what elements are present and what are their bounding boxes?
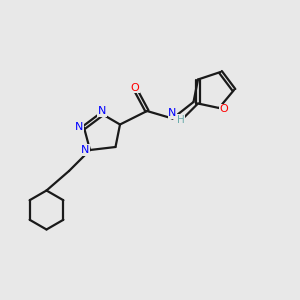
Text: H: H xyxy=(177,115,185,125)
Text: N: N xyxy=(75,122,84,133)
Text: N: N xyxy=(168,108,177,118)
Text: O: O xyxy=(130,83,140,93)
Text: N: N xyxy=(98,106,106,116)
Text: N: N xyxy=(81,145,90,155)
Text: O: O xyxy=(219,104,228,115)
